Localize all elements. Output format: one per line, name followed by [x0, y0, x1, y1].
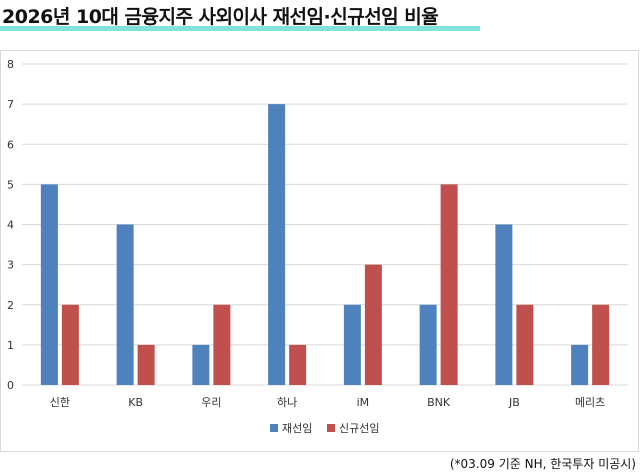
y-tick-label: 7 [7, 98, 14, 111]
x-tick-label: BNK [427, 396, 451, 409]
bar-reappoint [495, 224, 513, 385]
bar-reappoint [40, 184, 58, 385]
x-tick-label: KB [128, 396, 143, 409]
source-note: (*03.09 기준 NH, 한국투자 미공시) [449, 457, 636, 471]
y-tick-label: 3 [7, 259, 14, 272]
y-tick-label: 4 [7, 219, 14, 232]
bar-new [61, 304, 79, 385]
title-block: 2026년 10대 금융지주 사외이사 재선임·신규선임 비율 [0, 0, 640, 34]
bar-reappoint [116, 224, 134, 385]
legend-label: 신규선임 [339, 422, 379, 435]
y-tick-label: 6 [7, 138, 14, 151]
bar-new [213, 304, 231, 385]
bar-new [440, 184, 458, 385]
bar-reappoint [192, 344, 210, 385]
legend-swatch [270, 424, 278, 432]
y-tick-label: 2 [7, 299, 14, 312]
x-tick-label: JB [508, 396, 520, 409]
bar-new [289, 344, 307, 385]
y-tick-label: 0 [7, 379, 14, 392]
y-tick-label: 1 [7, 339, 14, 352]
x-tick-label: 우리 [201, 396, 221, 409]
bar-reappoint [419, 304, 437, 385]
bar-new [364, 264, 382, 385]
bar-reappoint [268, 104, 286, 385]
y-tick-label: 8 [7, 58, 14, 71]
bar-new [137, 344, 155, 385]
bar-reappoint [343, 304, 361, 385]
title-underline [0, 26, 480, 31]
chart-frame [0, 50, 639, 452]
chart-title: 2026년 10대 금융지주 사외이사 재선임·신규선임 비율 [2, 6, 439, 28]
x-tick-label: 메리츠 [575, 396, 605, 409]
bar-reappoint [571, 344, 589, 385]
bar-new [516, 304, 534, 385]
legend-label: 재선임 [282, 422, 312, 435]
x-tick-label: iM [357, 396, 370, 409]
bar-new [592, 304, 610, 385]
x-tick-label: 신한 [50, 396, 70, 409]
y-tick-label: 5 [7, 178, 14, 191]
x-tick-label: 하나 [277, 395, 297, 409]
legend-swatch [327, 424, 335, 432]
